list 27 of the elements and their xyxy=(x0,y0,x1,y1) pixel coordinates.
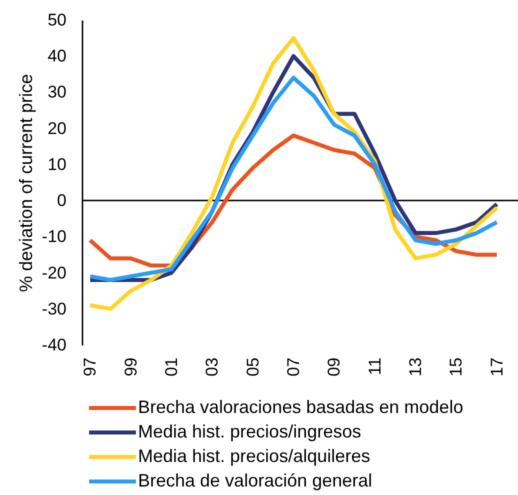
y-tick-label: -20 xyxy=(42,263,66,282)
y-tick-label: -40 xyxy=(42,336,66,354)
x-tick-label: 09 xyxy=(324,358,344,376)
x-tick-label: 05 xyxy=(243,358,262,376)
x-tick-label: 99 xyxy=(121,358,140,376)
x-tick-label: 11 xyxy=(365,358,384,376)
y-tick-label: -10 xyxy=(42,227,66,246)
x-tick-label: 07 xyxy=(284,358,303,376)
y-tick-label: 50 xyxy=(48,10,66,30)
y-tick-label: 10 xyxy=(48,154,66,174)
legend-label: Media hist. precios/ingresos xyxy=(138,422,362,442)
legend-label: Media hist. precios/alquileres xyxy=(138,446,370,466)
y-tick-label: 20 xyxy=(48,118,66,138)
legend-label: Brecha valoraciones basadas en modelo xyxy=(138,397,464,417)
x-tick-label: 17 xyxy=(487,358,506,376)
y-tick-label: 0 xyxy=(57,191,66,210)
x-tick-label: 13 xyxy=(406,358,426,376)
x-tick-label: 01 xyxy=(162,358,181,376)
x-tick-label: 03 xyxy=(202,358,222,376)
legend-label: Brecha de valoración general xyxy=(138,470,372,490)
y-tick-label: 40 xyxy=(48,46,66,66)
x-tick-label: 97 xyxy=(80,358,100,376)
y-tick-label: -30 xyxy=(42,299,66,318)
x-tick-label: 15 xyxy=(446,358,466,376)
line-series xyxy=(88,36,499,311)
y-axis-title: % deviation of current price xyxy=(16,74,36,292)
y-tick-label: 30 xyxy=(48,82,66,102)
